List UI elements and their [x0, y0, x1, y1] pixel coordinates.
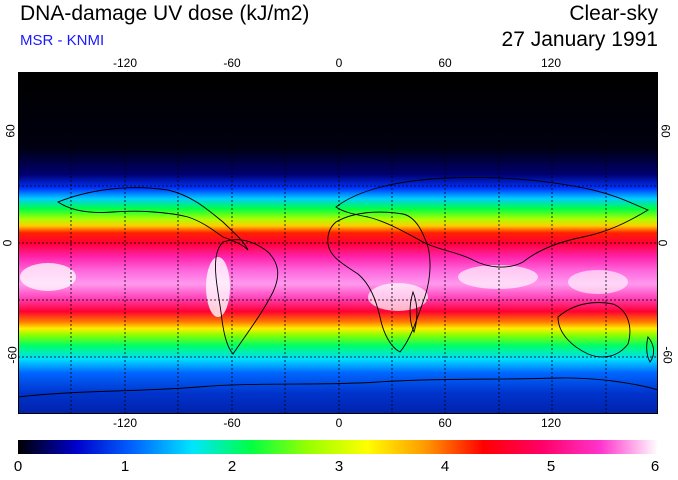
lon-tick-bottom: 120: [540, 416, 562, 430]
uv-dose-map-svg: [18, 72, 658, 414]
date-label: 27 January 1991: [501, 28, 658, 51]
colorbar-label: 2: [227, 458, 237, 475]
lat-tick-right: -60: [660, 346, 675, 364]
uv-peak-region: [20, 263, 76, 291]
uv-peak-region: [368, 283, 428, 311]
new-zealand-coast: [646, 336, 655, 363]
lat-tick-right: 60: [658, 124, 673, 138]
south-america-coast: [215, 239, 279, 355]
graticule: [18, 72, 658, 414]
lon-tick-top: 60: [438, 56, 452, 70]
lon-tick-top: 0: [335, 56, 343, 70]
uv-peak-region: [568, 270, 628, 294]
uv-peak-region: [458, 265, 538, 289]
coastlines: [18, 177, 658, 398]
colorbar-label: 0: [13, 458, 23, 475]
lon-tick-top: -60: [223, 56, 241, 70]
colorbar-label: 6: [650, 458, 660, 475]
lon-tick-top: -120: [112, 56, 138, 70]
lon-tick-bottom: -60: [223, 416, 241, 430]
lon-tick-bottom: 60: [438, 416, 452, 430]
colorbar-label: 5: [546, 458, 556, 475]
lon-tick-bottom: 0: [335, 416, 343, 430]
colorbar-label: 4: [440, 458, 450, 475]
lon-tick-bottom: -120: [112, 416, 138, 430]
lon-tick-top: 120: [540, 56, 562, 70]
lat-tick-left: 0: [0, 239, 15, 247]
africa-coast: [327, 211, 431, 353]
uv-peak-region: [206, 257, 230, 317]
colorbar: [18, 440, 658, 454]
map-frame: [18, 72, 658, 414]
sky-condition-label: Clear-sky: [569, 2, 658, 25]
uv-dose-map: [18, 72, 658, 414]
antarctica-coast: [18, 377, 658, 398]
lat-tick-left: 60: [3, 124, 18, 138]
source-label: MSR - KNMI: [20, 32, 105, 49]
madagascar-coast: [409, 290, 418, 334]
colorbar-label: 1: [120, 458, 130, 475]
australia-coast: [557, 302, 631, 358]
map-title: DNA-damage UV dose (kJ/m2): [20, 2, 310, 25]
colorbar-label: 3: [334, 458, 344, 475]
north-america-coast: [57, 187, 249, 251]
eurasia-coast: [335, 177, 650, 268]
